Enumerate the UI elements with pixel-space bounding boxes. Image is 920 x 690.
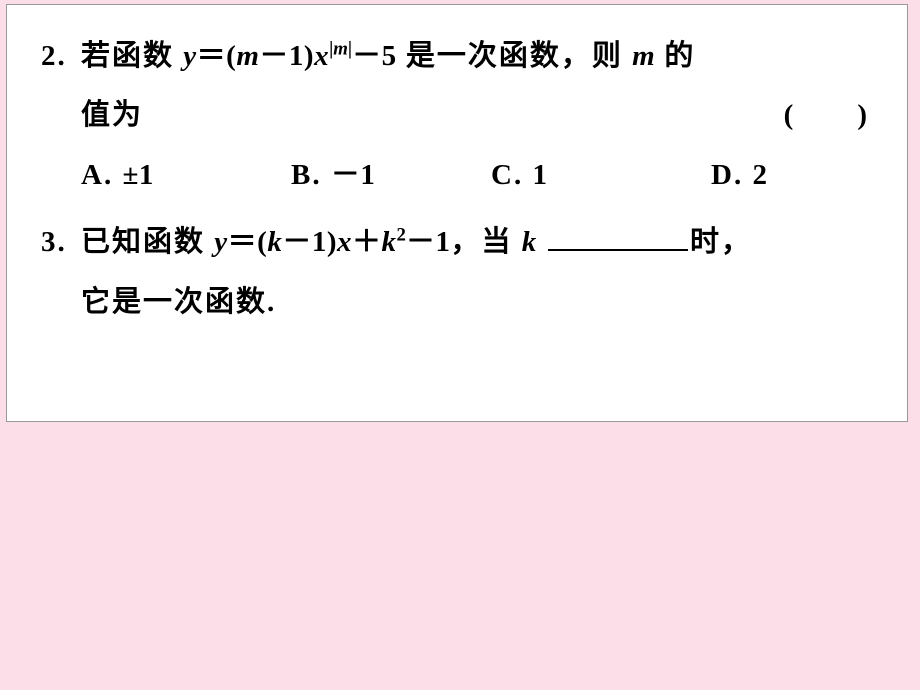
q2-line2-pre: 值为 — [81, 99, 143, 131]
q2-option-d: D. 2 — [711, 146, 767, 205]
q2-text-mid: 是一次函数，则 — [397, 40, 633, 72]
q3-text-mid: ，当 — [450, 226, 521, 258]
q2-text-pre: 若函数 — [81, 40, 183, 72]
q3-formula: y＝(k－1)x＋k2－1 — [214, 226, 450, 258]
q2-option-a: A. ±1 — [81, 146, 291, 205]
question-2: 2. 若函数 y＝(m－1)x|m|－5 是一次函数，则 m 的 值为 ( ) … — [41, 27, 879, 205]
q2-text-post: 的 — [655, 40, 695, 72]
q3-body: 已知函数 y＝(k－1)x＋k2－1，当 k 时， 它是一次函数. — [41, 213, 879, 332]
q2-options: A. ±1 B. －1 C. 1 D. 2 — [41, 146, 879, 205]
q2-formula: y＝(m－1)x|m|－5 — [183, 40, 396, 72]
q2-option-b: B. －1 — [291, 146, 491, 205]
q3-text-post: 时， — [690, 226, 752, 258]
content-area: 2. 若函数 y＝(m－1)x|m|－5 是一次函数，则 m 的 值为 ( ) … — [7, 5, 907, 332]
q3-text-pre: 已知函数 — [81, 226, 214, 258]
q2-answer-paren: ( ) — [784, 86, 869, 145]
q3-number: 3. — [41, 213, 81, 272]
q3-var-k: k — [522, 226, 537, 258]
q3-blank — [548, 226, 688, 251]
q2-number: 2. — [41, 27, 81, 86]
q2-body: 若函数 y＝(m－1)x|m|－5 是一次函数，则 m 的 值为 ( ) — [41, 27, 879, 146]
content-card: 2. 若函数 y＝(m－1)x|m|－5 是一次函数，则 m 的 值为 ( ) … — [6, 4, 908, 422]
q3-line2: 它是一次函数. — [81, 286, 276, 318]
q2-exponent: |m| — [329, 38, 352, 59]
q2-option-c: C. 1 — [491, 146, 711, 205]
question-3: 3. 已知函数 y＝(k－1)x＋k2－1，当 k 时， 它是一次函数. — [41, 213, 879, 332]
q2-var-m: m — [632, 40, 655, 72]
